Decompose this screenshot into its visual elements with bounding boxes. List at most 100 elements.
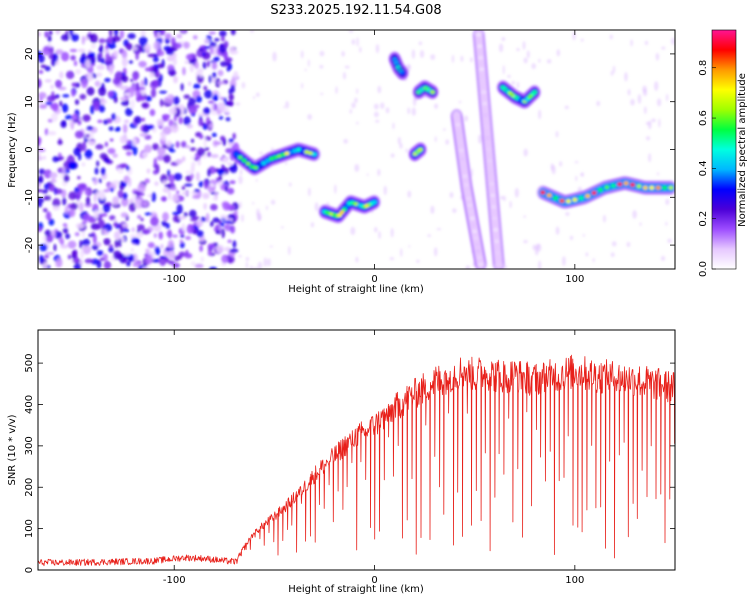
noise-blob <box>151 143 160 151</box>
background-speckle <box>335 86 338 94</box>
background-speckle <box>373 111 379 118</box>
feature-core <box>463 182 469 187</box>
noise-blob <box>137 215 142 219</box>
feature-core <box>490 193 496 198</box>
noise-blob <box>42 155 46 160</box>
noise-blob <box>194 61 200 70</box>
noise-blob <box>205 212 210 223</box>
noise-blob <box>68 209 74 217</box>
noise-blob <box>121 49 128 60</box>
noise-blob <box>183 94 191 99</box>
noise-blob <box>123 252 131 256</box>
noise-blob <box>192 195 201 199</box>
background-speckle <box>610 252 615 258</box>
feature-core <box>578 196 584 201</box>
noise-blob <box>120 75 129 83</box>
noise-blob <box>86 125 94 131</box>
noise-blob <box>38 92 47 99</box>
noise-blob <box>99 153 108 160</box>
noise-blob <box>131 227 136 233</box>
feature-core <box>483 113 489 118</box>
noise-blob <box>114 30 119 37</box>
noise-blob <box>96 160 100 167</box>
feature-core <box>481 90 487 95</box>
feature-core <box>336 213 342 218</box>
noise-blob <box>172 215 180 223</box>
noise-blob <box>170 181 174 186</box>
noise-blob <box>185 249 189 256</box>
noise-blob <box>199 245 203 252</box>
noise-blob <box>186 124 193 129</box>
noise-blob <box>47 35 52 43</box>
feature-core <box>478 55 484 60</box>
noise-blob <box>63 174 70 183</box>
noise-blob <box>178 116 183 125</box>
noise-blob <box>170 123 179 133</box>
noise-blob <box>121 86 127 91</box>
noise-blob <box>167 94 172 99</box>
noise-blob <box>107 43 116 50</box>
noise-blob <box>190 261 196 267</box>
noise-blob <box>110 187 114 193</box>
spectrogram-image <box>38 30 675 269</box>
noise-blob <box>226 204 235 211</box>
background-speckle <box>380 102 385 109</box>
noise-blob <box>125 165 130 171</box>
noise-blob <box>62 227 69 234</box>
noise-blob <box>135 96 141 102</box>
noise-blob <box>109 215 116 221</box>
background-speckle <box>285 101 290 109</box>
background-speckle <box>569 235 574 241</box>
feature-core <box>418 147 424 152</box>
noise-blob <box>112 180 120 185</box>
noise-blob <box>141 151 149 158</box>
background-speckle <box>565 212 570 216</box>
noise-blob <box>118 238 122 248</box>
noise-blob <box>46 95 56 102</box>
feature-core <box>430 90 436 95</box>
noise-blob <box>99 44 104 54</box>
feature-core <box>478 262 484 267</box>
noise-blob <box>64 206 69 215</box>
background-speckle <box>284 161 288 165</box>
background-speckle <box>667 238 672 244</box>
background-speckle <box>245 261 249 269</box>
feature-core <box>466 196 472 201</box>
snr-ytick-label: 200 <box>24 478 35 497</box>
background-speckle <box>341 51 345 57</box>
noise-blob <box>154 181 159 186</box>
noise-blob <box>86 134 90 138</box>
noise-blob <box>203 85 208 91</box>
background-speckle <box>307 187 311 197</box>
noise-blob <box>160 196 168 202</box>
noise-blob <box>150 216 159 227</box>
feature-core <box>308 151 314 156</box>
noise-blob <box>174 255 180 262</box>
snr-ylabel: SNR (10 * v/v) <box>7 414 18 485</box>
noise-blob <box>101 229 108 235</box>
noise-blob <box>210 203 218 211</box>
noise-blob <box>132 262 142 268</box>
noise-blob <box>70 202 79 210</box>
noise-blob <box>208 100 215 104</box>
noise-blob <box>149 71 155 79</box>
noise-blob <box>186 224 195 234</box>
noise-blob <box>119 224 123 235</box>
noise-blob <box>223 220 232 224</box>
background-speckle <box>250 265 253 269</box>
noise-blob <box>190 138 195 143</box>
feature-core <box>268 156 274 161</box>
noise-blob <box>99 207 103 214</box>
colorbar-tick-label: 0.4 <box>698 160 709 176</box>
background-speckle <box>419 50 425 58</box>
noise-blob <box>75 223 85 229</box>
noise-blob <box>171 234 178 238</box>
noise-blob <box>75 69 82 75</box>
background-speckle <box>343 138 348 144</box>
noise-blob <box>203 107 211 115</box>
noise-blob <box>151 192 157 202</box>
noise-blob <box>226 162 233 166</box>
noise-blob <box>196 230 204 238</box>
noise-blob <box>211 62 218 70</box>
feature-core <box>636 184 642 189</box>
